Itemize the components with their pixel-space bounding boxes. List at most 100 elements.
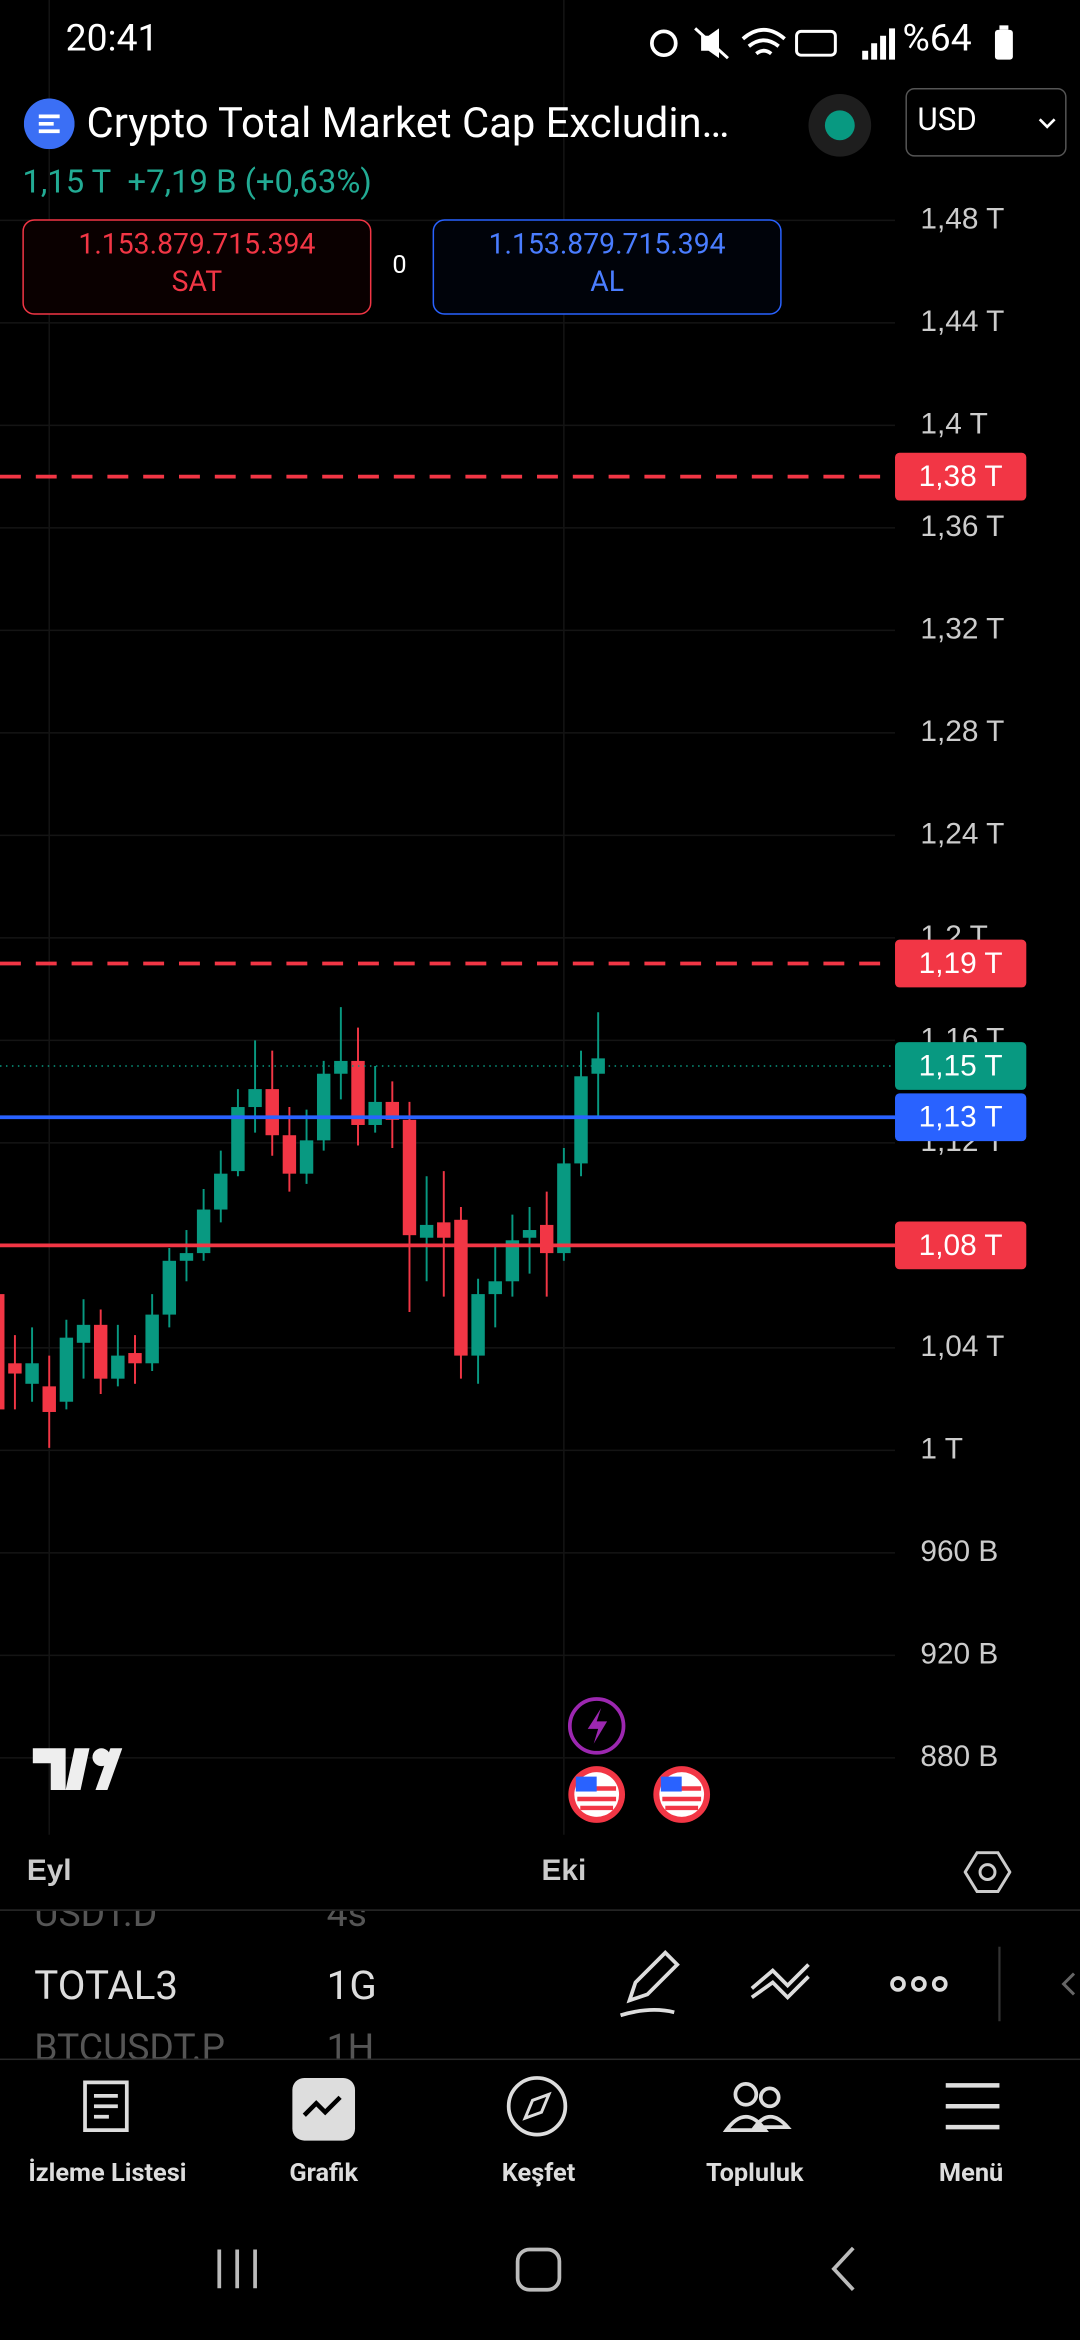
- watch-interval: 4s: [326, 1910, 367, 1937]
- candle-body: [93, 1324, 108, 1379]
- watch-interval: 1G: [326, 1961, 377, 2010]
- y-tick-label: 1,24 T: [920, 817, 1004, 850]
- candle-body: [145, 1314, 159, 1364]
- dropdown-arrow: [1038, 118, 1056, 129]
- candle-body: [162, 1260, 177, 1315]
- buy-label: AL: [590, 264, 624, 299]
- price-label-bg: [895, 1221, 1027, 1270]
- nav-label[interactable]: Menü: [938, 2158, 1004, 2189]
- nav-icons[interactable]: [0, 2073, 1080, 2148]
- price-label-bg: [895, 1042, 1027, 1090]
- last-price: 1,15 T: [22, 164, 112, 202]
- status-time: 20:41: [65, 17, 159, 62]
- toolbar[interactable]: [612, 1946, 1080, 2025]
- candle-body: [402, 1119, 417, 1236]
- candle-body: [351, 1060, 365, 1125]
- candle-body: [385, 1101, 400, 1120]
- status-icons: [650, 27, 896, 60]
- price-label: 1,08 T: [919, 1229, 1003, 1262]
- watch-interval: 1H: [326, 2027, 375, 2059]
- spread: 0: [392, 250, 407, 281]
- sell-price: 1.153.879.715.394: [78, 226, 316, 262]
- candle-body: [128, 1353, 142, 1364]
- watchlist[interactable]: USDT.D 4s TOTAL3 1G BTCUSDT.P 1H: [0, 1911, 597, 2059]
- candle-body: [231, 1107, 245, 1172]
- symbol-title[interactable]: Crypto Total Market Cap Excludin…: [86, 98, 730, 148]
- candle-body: [419, 1224, 434, 1238]
- y-tick-label: 1,04 T: [920, 1330, 1004, 1363]
- y-tick-label: 1,32 T: [920, 612, 1004, 645]
- candle-body: [111, 1355, 125, 1379]
- candle-body: [316, 1073, 331, 1141]
- candle-body: [437, 1222, 451, 1238]
- x-tick-label: Eyl: [27, 1854, 72, 1887]
- event-icons[interactable]: [564, 1695, 719, 1829]
- divider: [0, 1909, 1080, 1911]
- y-tick-label: 1,48 T: [920, 202, 1004, 235]
- candle-body: [42, 1386, 56, 1412]
- y-tick-label: 1,4 T: [920, 407, 987, 440]
- candle-body: [488, 1281, 502, 1295]
- price-label-bg: [895, 1093, 1027, 1142]
- candle-body: [299, 1140, 314, 1174]
- battery-icon: [994, 25, 1013, 60]
- price-change: +7,19 B (+0,63%): [127, 164, 372, 202]
- candle-body: [214, 1173, 228, 1210]
- candle-body: [196, 1209, 211, 1254]
- nav-label[interactable]: İzleme Listesi: [28, 2158, 187, 2189]
- y-tick-label: 1,28 T: [920, 715, 1004, 748]
- candle-body: [522, 1230, 537, 1238]
- price-label-bg: [895, 939, 1027, 988]
- chart: 1,48 T 1,44 T 1,4 T 1,36 T 1,32 T 1,28 T 1,24 …: [0, 0, 1027, 1887]
- watch-symbol[interactable]: USDT.D: [34, 1910, 158, 1937]
- y-tick-label: 920 B: [920, 1637, 998, 1670]
- buy-price: 1.153.879.715.394: [488, 226, 726, 262]
- currency-select[interactable]: USD: [905, 88, 1067, 157]
- candle-body: [557, 1163, 571, 1254]
- candle-body: [179, 1253, 194, 1261]
- candle-body: [368, 1101, 382, 1125]
- buy-button[interactable]: 1.153.879.715.394 AL: [432, 219, 782, 315]
- candle-body: [282, 1135, 297, 1174]
- watch-symbol[interactable]: BTCUSDT.P: [34, 2027, 226, 2059]
- candle-body: [0, 1294, 5, 1410]
- candle-body: [25, 1363, 39, 1384]
- y-tick-label: 1 T: [920, 1432, 963, 1465]
- y-tick-label: 1,36 T: [920, 510, 1004, 543]
- nav-label[interactable]: Keşfet: [501, 2158, 576, 2189]
- candle-body: [574, 1076, 588, 1164]
- y-tick-label: 880 B: [920, 1740, 998, 1773]
- y-tick-label: 960 B: [920, 1535, 998, 1568]
- candle-body: [471, 1294, 485, 1356]
- candle-body: [591, 1058, 605, 1074]
- divider: [0, 2058, 1080, 2061]
- symbol-icon[interactable]: [23, 98, 75, 150]
- sell-button[interactable]: 1.153.879.715.394 SAT: [22, 219, 372, 315]
- currency-label: USD: [917, 102, 977, 139]
- watch-symbol[interactable]: TOTAL3: [34, 1961, 179, 2010]
- x-tick-label: Eki: [541, 1854, 586, 1887]
- system-nav[interactable]: [0, 2230, 1080, 2320]
- price-label: 1,19 T: [919, 947, 1003, 980]
- candle-body: [59, 1337, 74, 1402]
- y-tick-label: 1,44 T: [920, 305, 1004, 338]
- candle-body: [539, 1224, 554, 1254]
- chart-settings[interactable]: [963, 1848, 1012, 1896]
- candle-body: [505, 1240, 520, 1282]
- candle-body: [334, 1060, 348, 1074]
- candle-body: [454, 1219, 468, 1356]
- price-label: 1,13 T: [919, 1101, 1003, 1134]
- candle-body: [76, 1324, 91, 1343]
- sell-label: SAT: [171, 264, 223, 299]
- market-status[interactable]: [807, 92, 873, 158]
- candle-body: [8, 1363, 22, 1374]
- price-row: 1,15 T +7,19 B (+0,63%): [22, 164, 371, 201]
- candle-body: [248, 1089, 262, 1108]
- price-label: 1,38 T: [919, 460, 1003, 493]
- tradingview-logo: [32, 1748, 123, 1791]
- nav-label[interactable]: Topluluk: [706, 2158, 804, 2189]
- battery-percent: %64: [902, 17, 972, 62]
- nav-label[interactable]: Grafik: [289, 2158, 359, 2189]
- price-label-bg: [895, 452, 1027, 501]
